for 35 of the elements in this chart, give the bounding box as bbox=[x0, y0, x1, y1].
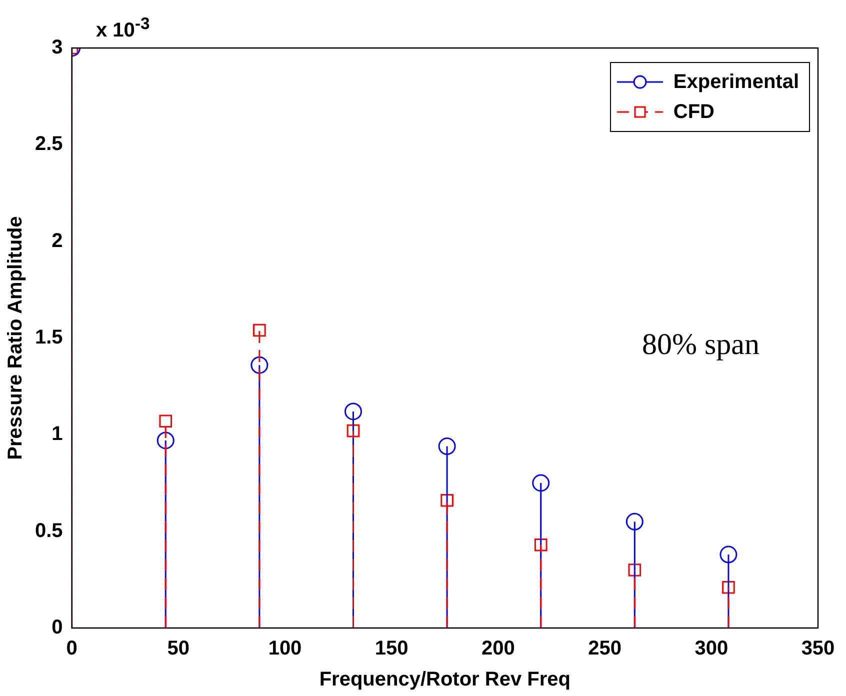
y-tick-label: 1.5 bbox=[34, 326, 63, 349]
y-tick-label: 0 bbox=[52, 616, 63, 639]
y-tick-label: 2.5 bbox=[34, 133, 63, 156]
point bbox=[438, 438, 456, 456]
point bbox=[720, 546, 738, 564]
text: x 10$^{-3}$ bbox=[96, 14, 150, 43]
legend-label: Experimental bbox=[673, 70, 799, 94]
x-tick-label: 100 bbox=[268, 638, 302, 660]
legend-label: CFD bbox=[673, 100, 714, 124]
point bbox=[626, 512, 644, 530]
point bbox=[722, 580, 735, 594]
y-tick-label: 3 bbox=[52, 36, 63, 59]
x-tick-label: 150 bbox=[374, 638, 408, 660]
x-tick-label: 300 bbox=[694, 638, 728, 660]
x-tick-label: 200 bbox=[482, 638, 515, 660]
point bbox=[440, 494, 454, 507]
annotation: 80% span bbox=[642, 328, 760, 362]
point bbox=[346, 424, 360, 438]
point bbox=[344, 402, 362, 420]
x-tick-label: 50 bbox=[167, 638, 190, 660]
point bbox=[156, 432, 174, 450]
y-tick-label: 1 bbox=[52, 423, 63, 446]
y-axis-title: Pressure Ratio Amplitude bbox=[4, 216, 27, 460]
y-tick-label: 0.5 bbox=[34, 520, 63, 542]
point bbox=[532, 474, 550, 492]
point bbox=[250, 356, 268, 374]
y-tick-label: 2 bbox=[52, 230, 63, 252]
point bbox=[534, 538, 548, 552]
x-tick-label: 250 bbox=[588, 638, 622, 660]
x-tick-label: 350 bbox=[801, 638, 835, 660]
x-axis-title: Frequency/Rotor Rev Freq bbox=[319, 668, 570, 691]
point bbox=[628, 564, 642, 576]
point bbox=[253, 324, 266, 337]
point bbox=[159, 414, 172, 428]
x-tick-label: 0 bbox=[66, 638, 78, 660]
